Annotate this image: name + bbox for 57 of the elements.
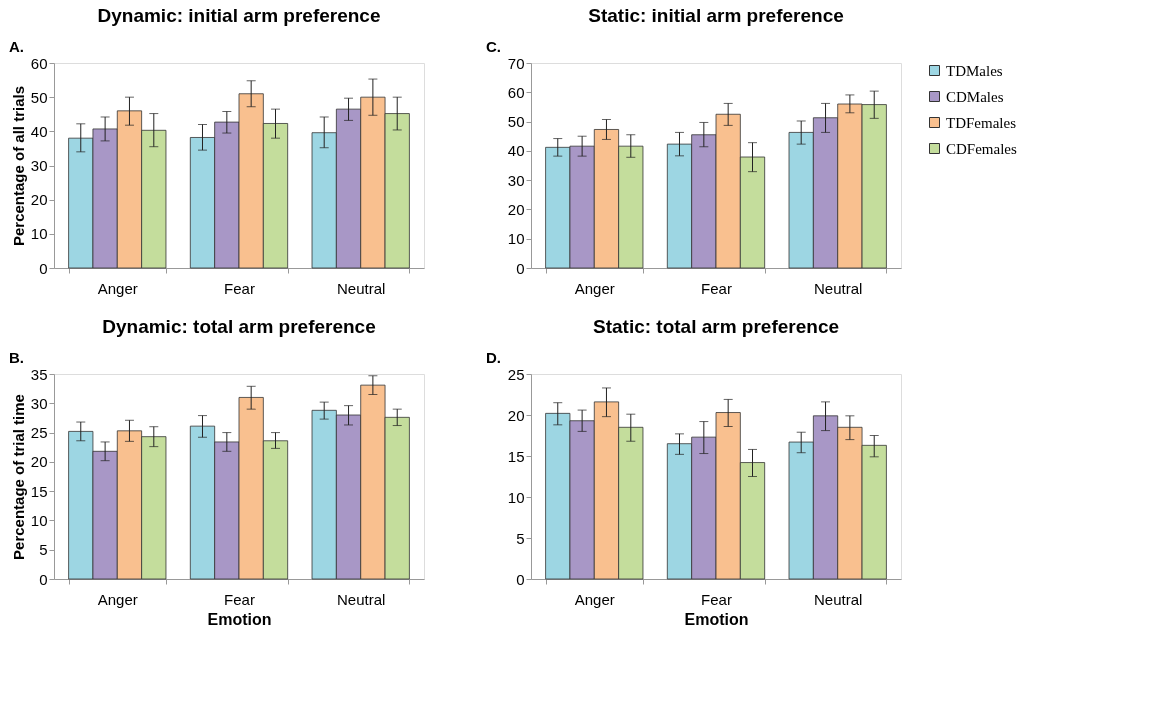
y-tick-label: 30 [30,157,48,174]
y-tick-label: 20 [507,406,525,424]
chart-title: Dynamic: total arm preference [102,316,376,337]
x-tick-label: Anger [574,590,615,608]
x-tick-label: Neutral [337,279,386,297]
x-tick-label: Anger [97,279,138,297]
y-tick-label: 20 [507,200,525,218]
y-tick-label: 10 [507,230,525,248]
legend-label: CDFemales [946,140,1017,157]
y-tick-label: 40 [507,142,525,160]
text: D. [486,349,501,366]
y-tick-label: 25 [507,365,525,383]
x-tick-label: Neutral [814,279,863,297]
y-tick-label: 25 [30,424,48,442]
y-tick-label: 10 [507,488,525,506]
y-tick-label: 10 [30,511,48,529]
x-tick-label: Fear [701,590,732,608]
x-axis-title: Emotion [207,610,272,628]
y-tick-label: 10 [30,225,48,243]
y-tick-label: 50 [507,113,525,131]
x-tick-label: Fear [224,590,255,608]
y-tick-label: 20 [30,453,48,471]
y-tick-label: 70 [507,54,525,72]
chart-title: Static: total arm preference [592,316,840,337]
x-tick-label: Neutral [814,590,863,608]
x-tick-label: Anger [97,590,138,608]
legend-label: CDMales [946,88,1004,105]
y-tick-label: 5 [516,529,525,547]
chart-title: Dynamic: initial arm preference [97,5,381,26]
y-axis-title: Percentage of trial time [9,394,27,560]
y-tick-label: 60 [507,83,525,101]
y-tick-label: 50 [30,88,48,106]
y-tick-label: 30 [507,171,525,189]
legend-label: TDFemales [946,114,1017,131]
x-axis-title: Emotion [684,610,749,628]
legend-label: TDMales [946,62,1003,79]
y-tick-label: 15 [30,482,48,500]
text: A. [9,38,24,55]
chart-title: Static: initial arm preference [588,5,844,26]
text: B. [9,349,24,366]
y-tick-label: 0 [516,259,525,277]
y-tick-label: 40 [30,122,48,140]
y-tick-label: 20 [30,191,48,209]
y-axis-title: Percentage of all trials [9,85,27,247]
y-tick-label: 60 [30,54,48,72]
y-tick-label: 0 [39,259,48,277]
y-tick-label: 5 [39,541,48,559]
y-tick-label: 35 [30,365,48,383]
y-tick-label: 0 [516,570,525,588]
y-tick-label: 0 [39,570,48,588]
y-tick-label: 15 [507,447,525,465]
y-tick-label: 30 [30,394,48,412]
x-tick-label: Fear [224,279,255,297]
x-tick-label: Neutral [337,590,386,608]
x-tick-label: Anger [574,279,615,297]
x-tick-label: Fear [701,279,732,297]
text: C. [486,38,501,55]
